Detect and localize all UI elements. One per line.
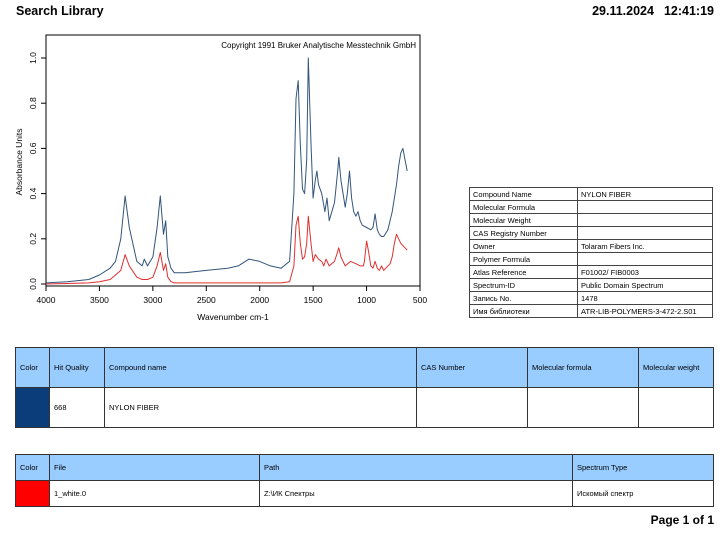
compound-name-cell: NYLON FIBER <box>104 387 417 428</box>
x-axis-label: Wavenumber cm-1 <box>197 312 269 322</box>
report-timestamp: 29.11.2024 12:41:19 <box>592 4 714 18</box>
hit-list-header-row: Color Hit Quality Compound name CAS Numb… <box>15 347 714 388</box>
info-row: Spectrum-ID Public Domain Spectrum <box>469 278 713 292</box>
info-key: Compound Name <box>469 187 578 201</box>
info-row: Compound Name NYLON FIBER <box>469 187 713 201</box>
x-tick-label: 2500 <box>197 295 216 305</box>
info-key: Запись No. <box>469 291 578 305</box>
info-value: NYLON FIBER <box>577 187 713 201</box>
col-header-spectrum-type: Spectrum Type <box>572 454 714 481</box>
color-swatch <box>16 388 49 427</box>
info-row: Polymer Formula <box>469 252 713 266</box>
hit-quality-cell: 668 <box>49 387 105 428</box>
info-key: Molecular Formula <box>469 200 578 214</box>
info-value: Public Domain Spectrum <box>577 278 713 292</box>
info-row: Molecular Weight <box>469 213 713 227</box>
x-tick-label: 2000 <box>250 295 269 305</box>
col-header-color: Color <box>15 347 50 388</box>
col-header-hit-quality: Hit Quality <box>49 347 105 388</box>
info-key: Polymer Formula <box>469 252 578 266</box>
page-indicator: Page 1 of 1 <box>650 513 714 527</box>
col-header-molecular-formula: Molecular formula <box>527 347 639 388</box>
report-date: 29.11.2024 <box>592 4 654 18</box>
table-row[interactable]: 1_white.0 Z:\ИК Спектры Искомый спектр <box>15 480 714 507</box>
info-row: Atlas Reference F01002/ FIB0003 <box>469 265 713 279</box>
sample-spectrum-line <box>45 215 408 285</box>
y-tick-label: 0.4 <box>28 187 38 199</box>
col-header-compound-name: Compound name <box>104 347 417 388</box>
x-tick-label: 3500 <box>90 295 109 305</box>
x-tick-label: 1500 <box>304 295 323 305</box>
col-header-path: Path <box>259 454 573 481</box>
file-name-cell: 1_white.0 <box>49 480 260 507</box>
y-tick-label: 0.0 <box>28 278 38 290</box>
spectrum-chart: 4000 3500 3000 2500 2000 1500 1000 500 0.0 0.2 0.4… <box>14 34 427 322</box>
y-axis-label: Absorbance Units <box>14 128 24 195</box>
info-row: Molecular Formula <box>469 200 713 214</box>
info-value <box>577 226 713 240</box>
info-value: ATR-LIB-POLYMERS-3-472-2.S01 <box>577 304 713 318</box>
file-list-header-row: Color File Path Spectrum Type <box>15 454 714 481</box>
report-title: Search Library <box>16 4 104 18</box>
col-header-color: Color <box>15 454 50 481</box>
spectrum-type-cell: Искомый спектр <box>572 480 714 507</box>
col-header-file: File <box>49 454 260 481</box>
info-row: CAS Registry Number <box>469 226 713 240</box>
info-value <box>577 252 713 266</box>
molecular-weight-cell <box>638 387 714 428</box>
color-swatch <box>16 481 49 506</box>
info-key: Spectrum-ID <box>469 278 578 292</box>
x-tick-label: 1000 <box>357 295 376 305</box>
color-swatch-cell <box>15 387 50 428</box>
info-key: Owner <box>469 239 578 253</box>
info-row: Имя библиотеки ATR-LIB-POLYMERS-3-472-2.S… <box>469 304 713 318</box>
y-tick-label: 0.2 <box>28 233 38 245</box>
compound-info-table: Compound Name NYLON FIBER Molecular Formul… <box>469 187 713 318</box>
info-value: 1478 <box>577 291 713 305</box>
info-row: Owner Tolaram Fibers Inc. <box>469 239 713 253</box>
info-value <box>577 200 713 214</box>
info-value: F01002/ FIB0003 <box>577 265 713 279</box>
report-time: 12:41:19 <box>663 4 714 18</box>
color-swatch-cell <box>15 480 50 507</box>
library-spectrum-line <box>45 57 408 284</box>
info-value: Tolaram Fibers Inc. <box>577 239 713 253</box>
col-header-cas-number: CAS Number <box>416 347 528 388</box>
file-list-table: Color File Path Spectrum Type 1_white.0 … <box>15 454 714 507</box>
info-key: Atlas Reference <box>469 265 578 279</box>
y-tick-label: 0.8 <box>28 97 38 109</box>
y-tick-label: 1.0 <box>28 52 38 64</box>
x-tick-label: 3000 <box>143 295 162 305</box>
copyright-label: Copyright 1991 Bruker Analytische Messte… <box>221 41 416 50</box>
info-row: Запись No. 1478 <box>469 291 713 305</box>
info-key: Имя библиотеки <box>469 304 578 318</box>
col-header-molecular-weight: Molecular weight <box>638 347 714 388</box>
file-path-cell: Z:\ИК Спектры <box>259 480 573 507</box>
info-value <box>577 213 713 227</box>
table-row[interactable]: 668 NYLON FIBER <box>15 387 714 428</box>
x-tick-label: 4000 <box>37 295 56 305</box>
molecular-formula-cell <box>527 387 639 428</box>
plot-area-frame <box>45 34 421 287</box>
cas-number-cell <box>416 387 528 428</box>
x-tick-label: 500 <box>413 295 427 305</box>
hit-list-table: Color Hit Quality Compound name CAS Numb… <box>15 347 714 428</box>
y-tick-label: 0.6 <box>28 142 38 154</box>
info-key: CAS Registry Number <box>469 226 578 240</box>
info-key: Molecular Weight <box>469 213 578 227</box>
